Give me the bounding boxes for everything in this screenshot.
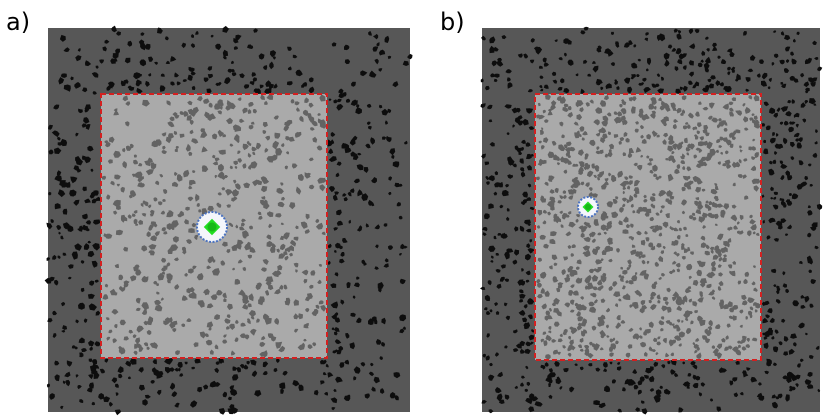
panel-label: a): [6, 8, 30, 36]
intruder-center: [208, 223, 217, 232]
intruder-center: [585, 204, 591, 210]
control-region: [535, 94, 761, 360]
figure: a) b): [0, 0, 838, 416]
panel-label: b): [440, 8, 465, 36]
